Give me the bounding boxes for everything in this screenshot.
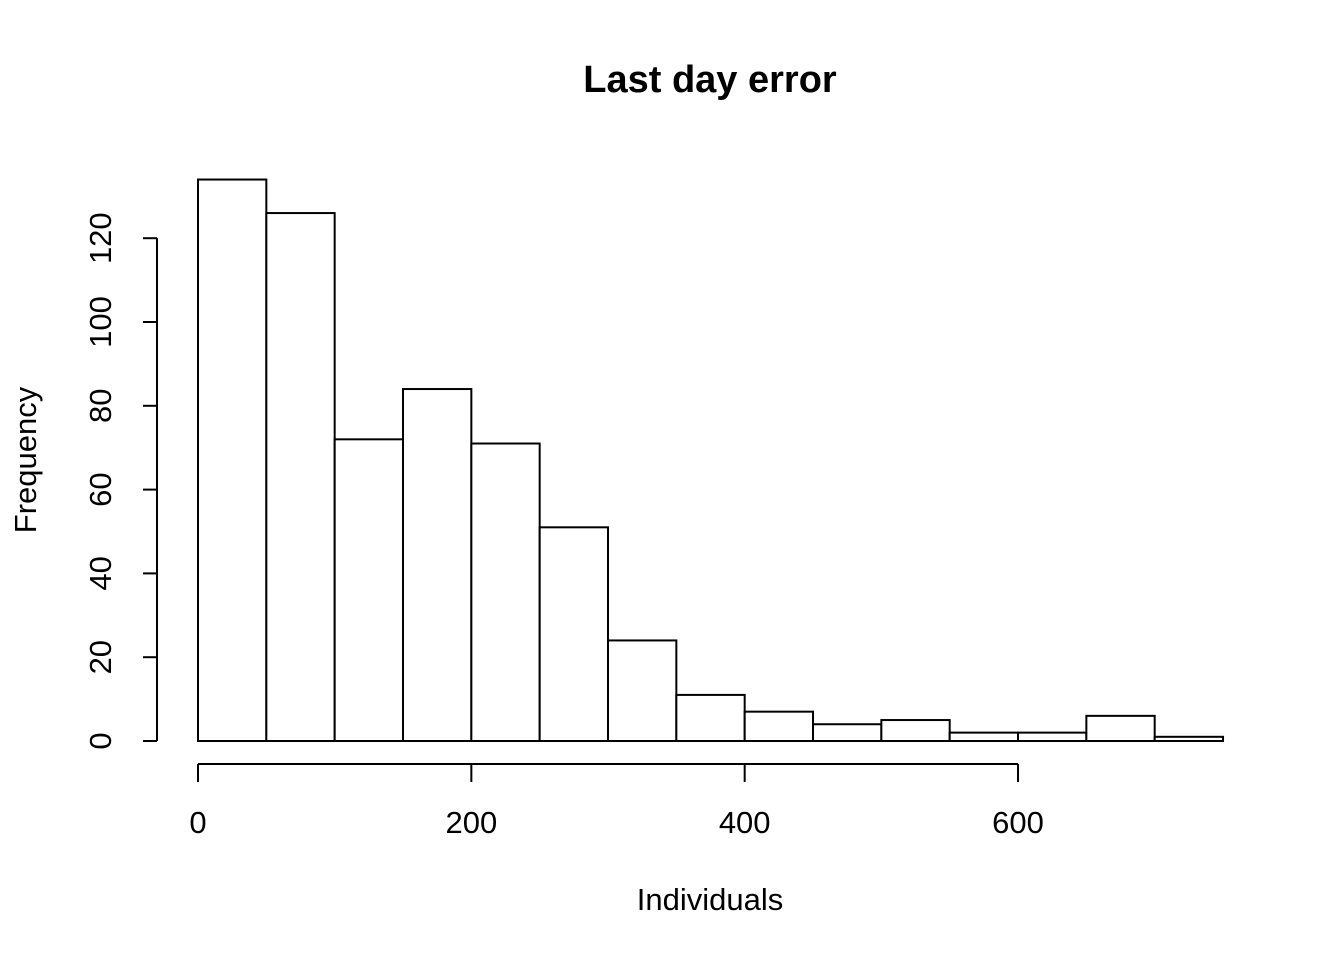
histogram-bar-5 (538, 526, 610, 742)
chart-title: Last day error (583, 59, 837, 101)
y-axis-label: Frequency (8, 386, 43, 533)
y-tick-label-5: 100 (83, 296, 118, 348)
y-tick-label-0: 0 (83, 732, 118, 749)
histogram-bar-7 (675, 693, 746, 742)
histogram-bar-14 (1153, 735, 1225, 742)
y-tick-label-1: 20 (83, 640, 118, 674)
histogram-bar-11 (948, 731, 1020, 742)
histogram-bar-2 (333, 438, 405, 742)
histogram-bar-13 (1085, 714, 1156, 742)
x-axis: 0 200 400 600 (189, 763, 1044, 840)
x-tick-label-3: 600 (992, 805, 1044, 840)
histogram-bar-8 (743, 710, 815, 742)
y-tick-label-2: 40 (83, 556, 118, 590)
y-tick-label-3: 60 (83, 472, 118, 506)
histogram-bar-1 (265, 212, 336, 742)
y-tick-label-4: 80 (83, 389, 118, 423)
bars-group (197, 178, 1225, 743)
histogram-bar-9 (812, 723, 883, 742)
histogram-bar-3 (402, 388, 473, 742)
y-axis: 0 20 40 60 80 100 120 (83, 212, 158, 750)
x-tick-label-1: 200 (445, 805, 497, 840)
x-tick-label-0: 0 (189, 805, 206, 840)
histogram-bar-10 (880, 719, 951, 742)
histogram-bar-12 (1017, 731, 1088, 742)
histogram-bar-6 (607, 639, 678, 742)
histogram-bar-0 (197, 178, 268, 743)
x-tick-label-2: 400 (719, 805, 771, 840)
histogram-bar-4 (470, 442, 541, 742)
y-tick-label-6: 120 (83, 212, 118, 264)
x-axis-label: Individuals (637, 882, 783, 917)
